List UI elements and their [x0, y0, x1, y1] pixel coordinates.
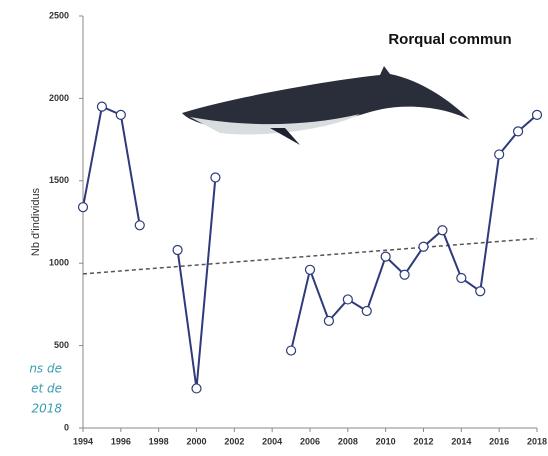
side-text: ns de: [29, 362, 62, 376]
data-point: [399, 269, 410, 280]
data-point: [323, 315, 335, 326]
x-tick-label: 2002: [224, 436, 244, 446]
data-point: [361, 305, 372, 317]
x-tick-label: 2008: [338, 436, 358, 446]
data-point: [342, 294, 353, 305]
y-tick-label: 1500: [49, 175, 69, 185]
x-tick-label: 1998: [149, 436, 169, 446]
x-tick-label: 2000: [186, 436, 206, 446]
data-point: [531, 109, 543, 120]
x-tick-label: 2010: [376, 436, 396, 446]
data-point: [134, 220, 145, 231]
trend-line: [82, 237, 538, 275]
data-point: [115, 109, 126, 120]
x-tick-label: 2016: [489, 436, 509, 446]
y-axis-label: Nb d'individus: [30, 187, 42, 256]
y-tick-label: 0: [64, 422, 69, 432]
data-point: [210, 172, 221, 183]
y-tick-label: 1000: [49, 258, 69, 268]
data-point: [96, 101, 108, 112]
y-tick-label: 2000: [49, 93, 69, 103]
y-tick-label: 2500: [49, 10, 69, 20]
data-point: [475, 286, 486, 297]
x-tick-label: 2012: [413, 436, 433, 446]
data-point: [512, 126, 524, 137]
side-text: et de: [31, 382, 62, 396]
data-point: [304, 264, 316, 275]
data-point: [437, 225, 448, 236]
side-text: 2018: [31, 402, 62, 416]
data-point: [77, 202, 89, 213]
data-point: [380, 251, 391, 262]
data-point: [172, 244, 183, 256]
data-point: [494, 149, 505, 160]
data-point: [456, 272, 467, 284]
x-tick-label: 1994: [73, 436, 93, 446]
x-tick-label: 2006: [300, 436, 320, 446]
chart-title: Rorqual commun: [388, 31, 511, 48]
data-line: [82, 105, 538, 389]
whale-illustration: [182, 66, 470, 145]
data-point: [191, 383, 202, 394]
x-tick-label: 1996: [111, 436, 131, 446]
x-tick-label: 2018: [527, 436, 547, 446]
y-tick-label: 500: [54, 340, 69, 350]
data-point: [418, 241, 429, 252]
x-tick-label: 2004: [262, 436, 282, 446]
x-tick-label: 2014: [451, 436, 471, 446]
data-point: [285, 345, 297, 356]
